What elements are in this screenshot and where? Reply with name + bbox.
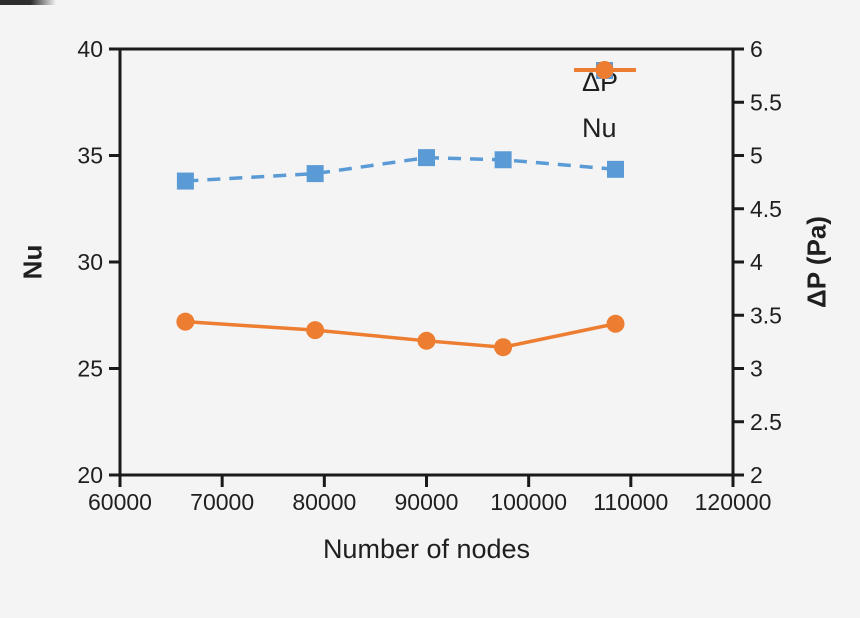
left-axis-tick-label: 35 <box>77 143 103 169</box>
data-point-Nu-0 <box>176 312 195 331</box>
data-point-ΔP-2 <box>418 149 435 167</box>
right-axis-tick-label: 2.5 <box>750 409 782 435</box>
left-axis-tick-label: 20 <box>77 462 103 488</box>
right-axis-tick-label: 5.5 <box>750 89 782 115</box>
x-axis-tick-label: 90000 <box>395 489 459 515</box>
data-point-ΔP-3 <box>494 151 512 169</box>
legend-sample-nu-icon <box>574 61 636 79</box>
legend-entry-nu: Nu <box>573 61 636 151</box>
series-line-Nu <box>185 319 616 349</box>
data-point-ΔP-0 <box>176 172 194 190</box>
data-point-ΔP-4 <box>607 160 625 178</box>
left-axis-title: Nu <box>17 244 48 280</box>
plot-frame <box>118 47 735 477</box>
x-axis-tick-label: 70000 <box>190 489 254 515</box>
series-line-ΔP <box>185 155 616 183</box>
left-axis-tick-label: 40 <box>77 36 103 62</box>
right-axis-tick-label: 3 <box>750 356 763 382</box>
x-axis-tick-label: 60000 <box>88 489 152 515</box>
data-point-Nu-2 <box>417 331 436 350</box>
right-axis-tick-label: 6 <box>750 36 763 62</box>
right-axis-tick-label: 2 <box>750 462 763 488</box>
right-axis-tick-label: 4 <box>750 249 763 275</box>
x-axis-title: Number of nodes <box>322 534 531 564</box>
right-axis-tick-label: 3.5 <box>750 302 782 328</box>
left-axis-tick-label: 30 <box>77 249 103 275</box>
x-axis-tick-label: 100000 <box>490 489 567 515</box>
x-axis-tick-label: 110000 <box>593 489 668 515</box>
right-axis-tick-label: 4.5 <box>750 196 782 222</box>
x-axis-tick-label: 120000 <box>695 489 772 515</box>
left-axis-tick-label: 25 <box>77 356 103 382</box>
data-point-Nu-1 <box>306 321 325 340</box>
x-axis-tick-label: 80000 <box>292 489 356 515</box>
data-point-Nu-4 <box>606 314 625 333</box>
right-axis-title: ΔP (Pa) <box>801 216 832 308</box>
screenshot-edge-artifact <box>0 0 56 5</box>
legend-label-nu: Nu <box>582 112 617 143</box>
right-axis-tick-label: 5 <box>750 143 763 169</box>
legend: ΔP Nu <box>573 59 636 151</box>
data-point-ΔP-1 <box>306 165 324 183</box>
data-point-Nu-3 <box>494 338 513 357</box>
